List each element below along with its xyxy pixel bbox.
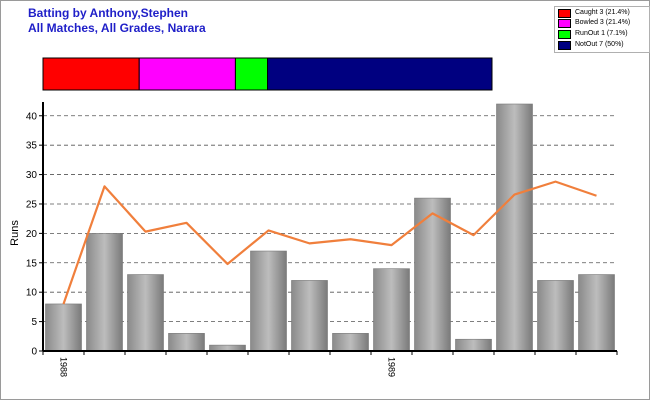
y-axis-label: Runs: [9, 220, 21, 246]
y-tick-label: 40: [26, 111, 38, 122]
dismissal-segment-notout: [267, 57, 493, 91]
legend-swatch-bowled: [558, 19, 571, 28]
runs-bar: [291, 280, 328, 352]
runs-bar: [127, 274, 164, 352]
y-tick-label: 15: [26, 258, 38, 269]
runs-bar: [45, 303, 82, 352]
runs-bar: [86, 233, 123, 352]
runs-bar: [168, 333, 205, 352]
y-tick-label: 30: [26, 170, 38, 181]
chart-subtitle: All Matches, All Grades, Narara: [28, 21, 206, 35]
runs-bar: [332, 333, 369, 352]
y-tick-label: 10: [26, 288, 38, 299]
runs-bar: [455, 338, 492, 352]
legend-swatch-notout: [558, 41, 571, 50]
y-tick-label: 5: [31, 317, 37, 328]
legend-label-caught: Caught 3 (21.4%): [575, 9, 630, 16]
y-tick-label: 20: [26, 229, 38, 240]
legend-label-bowled: Bowled 3 (21.4%): [575, 19, 631, 26]
runs-bar: [578, 274, 615, 352]
legend-swatch-runout: [558, 30, 571, 39]
dismissal-segment-bowled: [138, 57, 236, 91]
legend-label-notout: NotOut 7 (50%): [575, 41, 624, 48]
runs-bar: [537, 280, 574, 352]
runs-bar: [373, 268, 410, 352]
dismissal-segment-runout: [234, 57, 269, 91]
chart-title: Batting by Anthony,Stephen: [28, 6, 188, 20]
x-tick-label: 1988: [59, 357, 69, 377]
legend: Caught 3 (21.4%) Bowled 3 (21.4%) RunOut…: [554, 6, 650, 53]
legend-swatch-caught: [558, 9, 571, 18]
dismissal-segment-caught: [42, 57, 140, 91]
y-tick-label: 35: [26, 141, 38, 152]
average-line: [62, 180, 597, 305]
runs-bar: [250, 250, 287, 352]
legend-label-runout: RunOut 1 (7.1%): [575, 30, 628, 37]
x-tick-label: 1989: [387, 357, 397, 377]
y-tick-label: 0: [31, 347, 37, 358]
runs-bar: [496, 103, 533, 352]
y-tick-label: 25: [26, 199, 38, 210]
